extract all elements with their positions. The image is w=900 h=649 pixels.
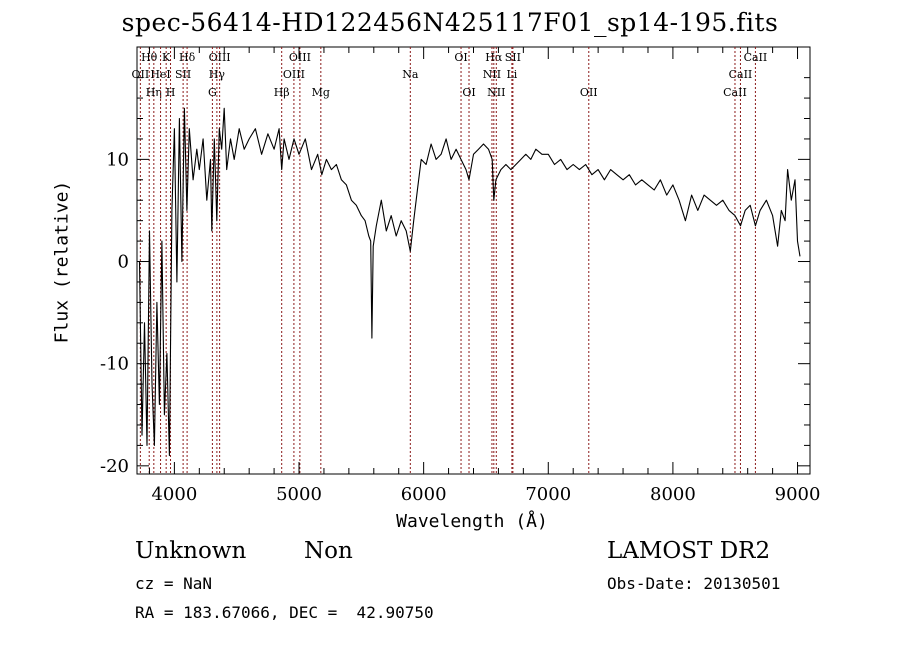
line-marker-label: OIII (283, 68, 305, 81)
redshift-value: cz = NaN (135, 574, 213, 593)
tick-labels: 4000 5000 6000 7000 8000 9000 -20 -10 0 10 (100, 149, 820, 505)
line-marker-label: Mg (312, 86, 330, 99)
x-tick-label: 6000 (401, 484, 447, 505)
line-marker-label: OI (454, 51, 467, 64)
plot-frame (136, 46, 811, 475)
line-marker-label: CaII (744, 51, 768, 64)
y-tick-label: 0 (118, 252, 129, 273)
y-tick-label: 10 (106, 149, 129, 170)
x-tick-label: 9000 (775, 484, 821, 505)
line-marker-label: OII (132, 68, 150, 81)
chart-title: spec-56414-HD122456N425117F01_sp14-195.f… (121, 8, 779, 37)
y-axis-label: Flux (relative) (51, 180, 73, 344)
line-marker-label: CaII (723, 86, 747, 99)
line-marker-label: OIII (289, 51, 311, 64)
line-marker-label: G (208, 86, 217, 99)
line-marker-label: OI (462, 86, 475, 99)
line-marker-label: Hβ (274, 86, 290, 99)
spectrum-line (138, 107, 801, 457)
line-marker-label: NII (483, 68, 501, 81)
y-tick-label: -10 (100, 354, 129, 375)
line-marker-label: CaII (729, 68, 753, 81)
line-marker-label: Na (402, 68, 419, 81)
object-subclass: Non (304, 538, 353, 564)
x-axis-label: Wavelength (Å) (396, 511, 548, 532)
line-marker-label: Hη (146, 86, 162, 99)
y-tick-label: -20 (100, 456, 129, 477)
line-marker-label: OIII (209, 51, 231, 64)
observation-date: Obs-Date: 20130501 (607, 574, 781, 593)
x-tick-label: 7000 (525, 484, 571, 505)
axis-ticks (137, 47, 810, 474)
survey-name: LAMOST DR2 (607, 538, 771, 564)
line-marker-label: SII (505, 51, 521, 64)
line-marker-label: NII (487, 86, 505, 99)
x-tick-label: 8000 (650, 484, 696, 505)
line-marker-label: H (166, 86, 176, 99)
line-marker-label: Hγ (209, 68, 226, 81)
line-marker-label: Hα (485, 51, 503, 64)
line-marker-label: Li (506, 68, 517, 81)
line-marker-label: OII (580, 86, 598, 99)
line-marker-label: SII (175, 68, 191, 81)
line-marker-label: HeI (150, 68, 170, 81)
line-marker-label: Hδ (179, 51, 196, 64)
x-tick-label: 5000 (276, 484, 322, 505)
line-marker-label: K (162, 51, 171, 64)
x-tick-label: 4000 (151, 484, 197, 505)
coordinates: RA = 183.67066, DEC = 42.90750 (135, 603, 434, 622)
object-class: Unknown (135, 538, 247, 564)
